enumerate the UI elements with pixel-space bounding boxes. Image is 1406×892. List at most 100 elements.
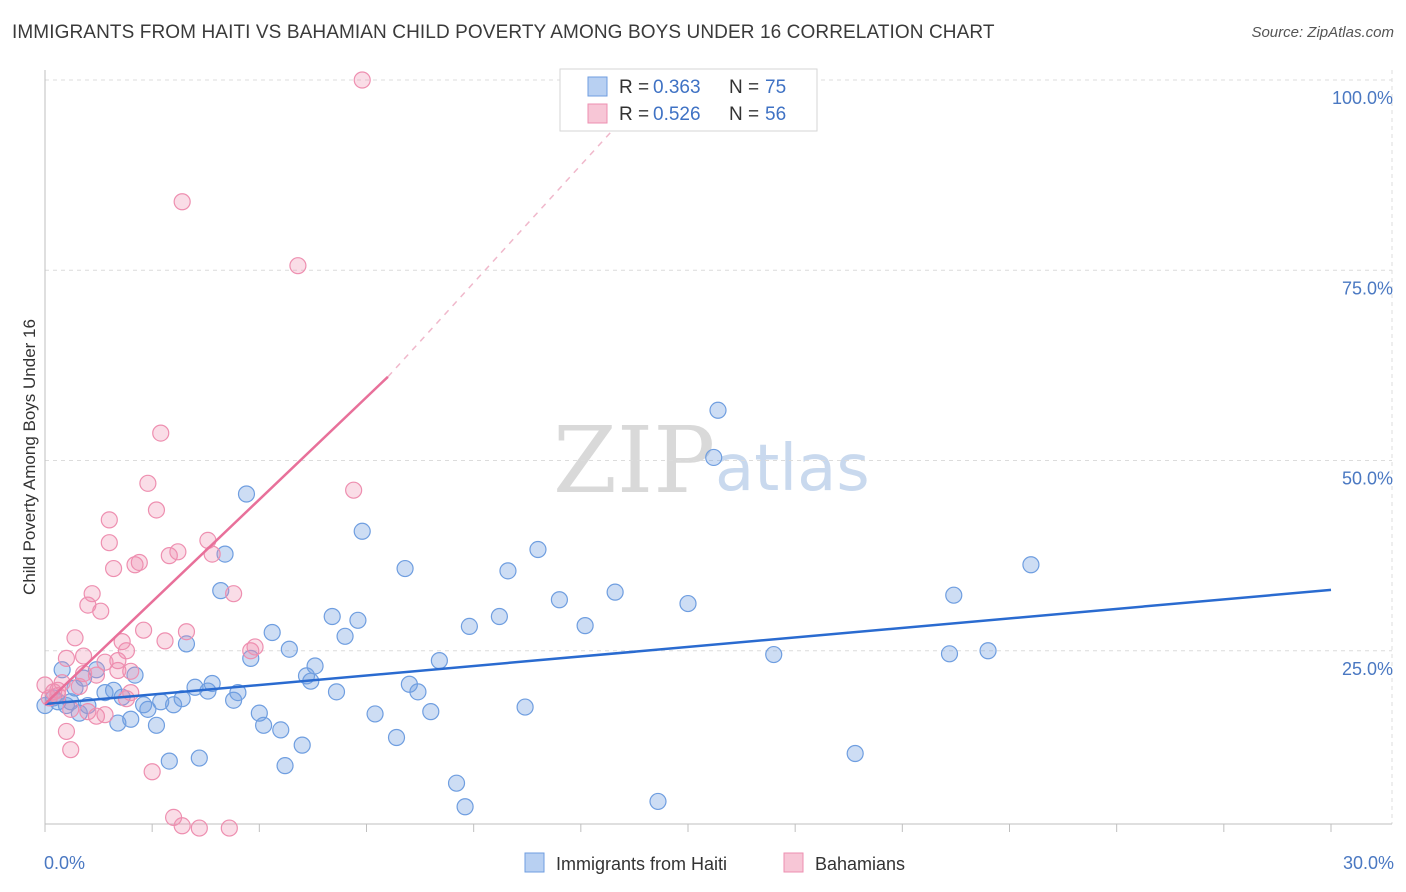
- haiti-point-33: [237, 485, 256, 503]
- haiti-point-63: [529, 540, 547, 559]
- bahamas-point-55: [96, 653, 114, 671]
- haiti-point-40: [276, 757, 294, 775]
- bahamas-point-51: [122, 684, 140, 702]
- haiti-point-75: [979, 642, 997, 660]
- trend-line-bahamas-extension: [387, 117, 625, 378]
- haiti-point-41: [293, 736, 311, 754]
- y-axis-tick-labels: 25.0% 50.0% 75.0% 100.0%: [1332, 88, 1393, 679]
- legend-bahamas-n-value: 56: [765, 104, 786, 125]
- haiti-point-24: [177, 635, 196, 653]
- haiti-point-47: [336, 627, 354, 645]
- bahamas-point-50: [109, 661, 127, 680]
- haiti-point-76: [1022, 556, 1040, 574]
- bahamas-point-37: [173, 193, 191, 211]
- haiti-point-45: [323, 607, 341, 626]
- haiti-point-66: [606, 583, 624, 601]
- haiti-point-60: [490, 607, 508, 626]
- bahamas-point-18: [100, 534, 118, 552]
- legend-haiti-n-label: N =: [729, 77, 759, 98]
- x-axis-ticks: [44, 824, 1332, 832]
- haiti-point-65: [576, 617, 594, 635]
- haiti-point-51: [387, 728, 406, 747]
- haiti-point-68: [679, 594, 697, 613]
- haiti-point-39: [280, 640, 298, 658]
- watermark-atlas: atlas: [715, 432, 870, 506]
- haiti-point-26: [190, 749, 208, 767]
- haiti-point-54: [409, 683, 427, 701]
- haiti-point-57: [447, 774, 466, 792]
- bahamas-point-46: [289, 257, 307, 275]
- gridlines: [45, 70, 1393, 824]
- bahamas-point-10: [74, 647, 93, 665]
- haiti-point-71: [765, 645, 783, 664]
- trend-lines: [44, 117, 1332, 706]
- haiti-point-44: [306, 657, 324, 675]
- haiti-point-22: [165, 696, 183, 714]
- legend-haiti-n-value: 75: [765, 77, 786, 98]
- y-tick-label-75: 75.0%: [1342, 278, 1393, 298]
- haiti-point-69: [705, 448, 723, 467]
- haiti-point-8: [74, 669, 93, 687]
- haiti-point-67: [649, 792, 667, 811]
- haiti-point-30: [216, 545, 234, 563]
- haiti-point-48: [349, 611, 367, 629]
- haiti-point-36: [255, 716, 273, 734]
- haiti-point-52: [396, 559, 414, 578]
- series-bahamas-points: [36, 71, 371, 837]
- bahamas-point-22: [113, 633, 131, 651]
- legend-bahamas-r-value: 0.526: [653, 104, 701, 125]
- haiti-point-18: [139, 700, 157, 718]
- haiti-point-55: [422, 703, 440, 721]
- haiti-point-61: [499, 562, 517, 580]
- legend-haiti-r-value: 0.363: [653, 77, 701, 98]
- bahamas-point-45: [246, 638, 264, 656]
- bahamas-point-29: [139, 474, 157, 492]
- haiti-point-13: [109, 714, 127, 732]
- bahamas-point-47: [345, 481, 363, 499]
- haiti-point-21: [160, 752, 178, 770]
- bottom-legend-haiti-label: Immigrants from Haiti: [556, 854, 727, 874]
- bahamas-point-5: [57, 722, 76, 741]
- haiti-point-64: [550, 591, 569, 609]
- haiti-point-73: [940, 645, 959, 663]
- bahamas-point-49: [173, 817, 191, 835]
- haiti-point-56: [430, 652, 448, 670]
- haiti-point-70: [709, 401, 727, 419]
- bahamas-point-15: [87, 707, 106, 725]
- haiti-point-59: [460, 617, 478, 635]
- bahamas-point-32: [152, 424, 170, 442]
- series-legend: Immigrants from Haiti Bahamians: [524, 852, 905, 874]
- bottom-legend-haiti-swatch: [524, 852, 545, 873]
- bahamas-point-14: [87, 666, 106, 684]
- bottom-legend-bahamas-label: Bahamians: [815, 854, 905, 874]
- haiti-point-28: [203, 674, 221, 693]
- bahamas-point-7: [62, 741, 80, 759]
- bahamas-point-13: [83, 585, 101, 603]
- bahamas-point-43: [225, 585, 243, 603]
- bahamas-point-16: [92, 602, 110, 620]
- haiti-point-74: [945, 586, 963, 604]
- haiti-point-19: [147, 716, 166, 734]
- bahamas-point-11: [79, 703, 97, 721]
- haiti-point-50: [366, 705, 384, 723]
- bahamas-point-23: [117, 642, 136, 660]
- trend-line-haiti: [44, 588, 1332, 706]
- x-tick-label-min: 0.0%: [44, 853, 85, 873]
- chart-title: IMMIGRANTS FROM HAITI VS BAHAMIAN CHILD …: [12, 22, 995, 43]
- bahamas-point-53: [62, 700, 80, 718]
- bahamas-point-34: [160, 547, 178, 565]
- source-label: Source: ZipAtlas.com: [1251, 24, 1394, 41]
- bahamas-point-38: [177, 623, 196, 641]
- haiti-point-72: [846, 744, 864, 763]
- bahamas-point-19: [100, 511, 118, 529]
- x-tick-label-max: 30.0%: [1343, 853, 1394, 873]
- watermark-zip: ZIP: [553, 407, 715, 514]
- y-tick-label-25: 25.0%: [1342, 659, 1393, 679]
- y-tick-label-100: 100.0%: [1332, 88, 1393, 108]
- haiti-point-29: [212, 582, 230, 600]
- haiti-point-49: [353, 522, 371, 540]
- haiti-point-32: [229, 684, 247, 702]
- y-tick-label-50: 50.0%: [1342, 469, 1393, 489]
- haiti-point-62: [516, 698, 534, 716]
